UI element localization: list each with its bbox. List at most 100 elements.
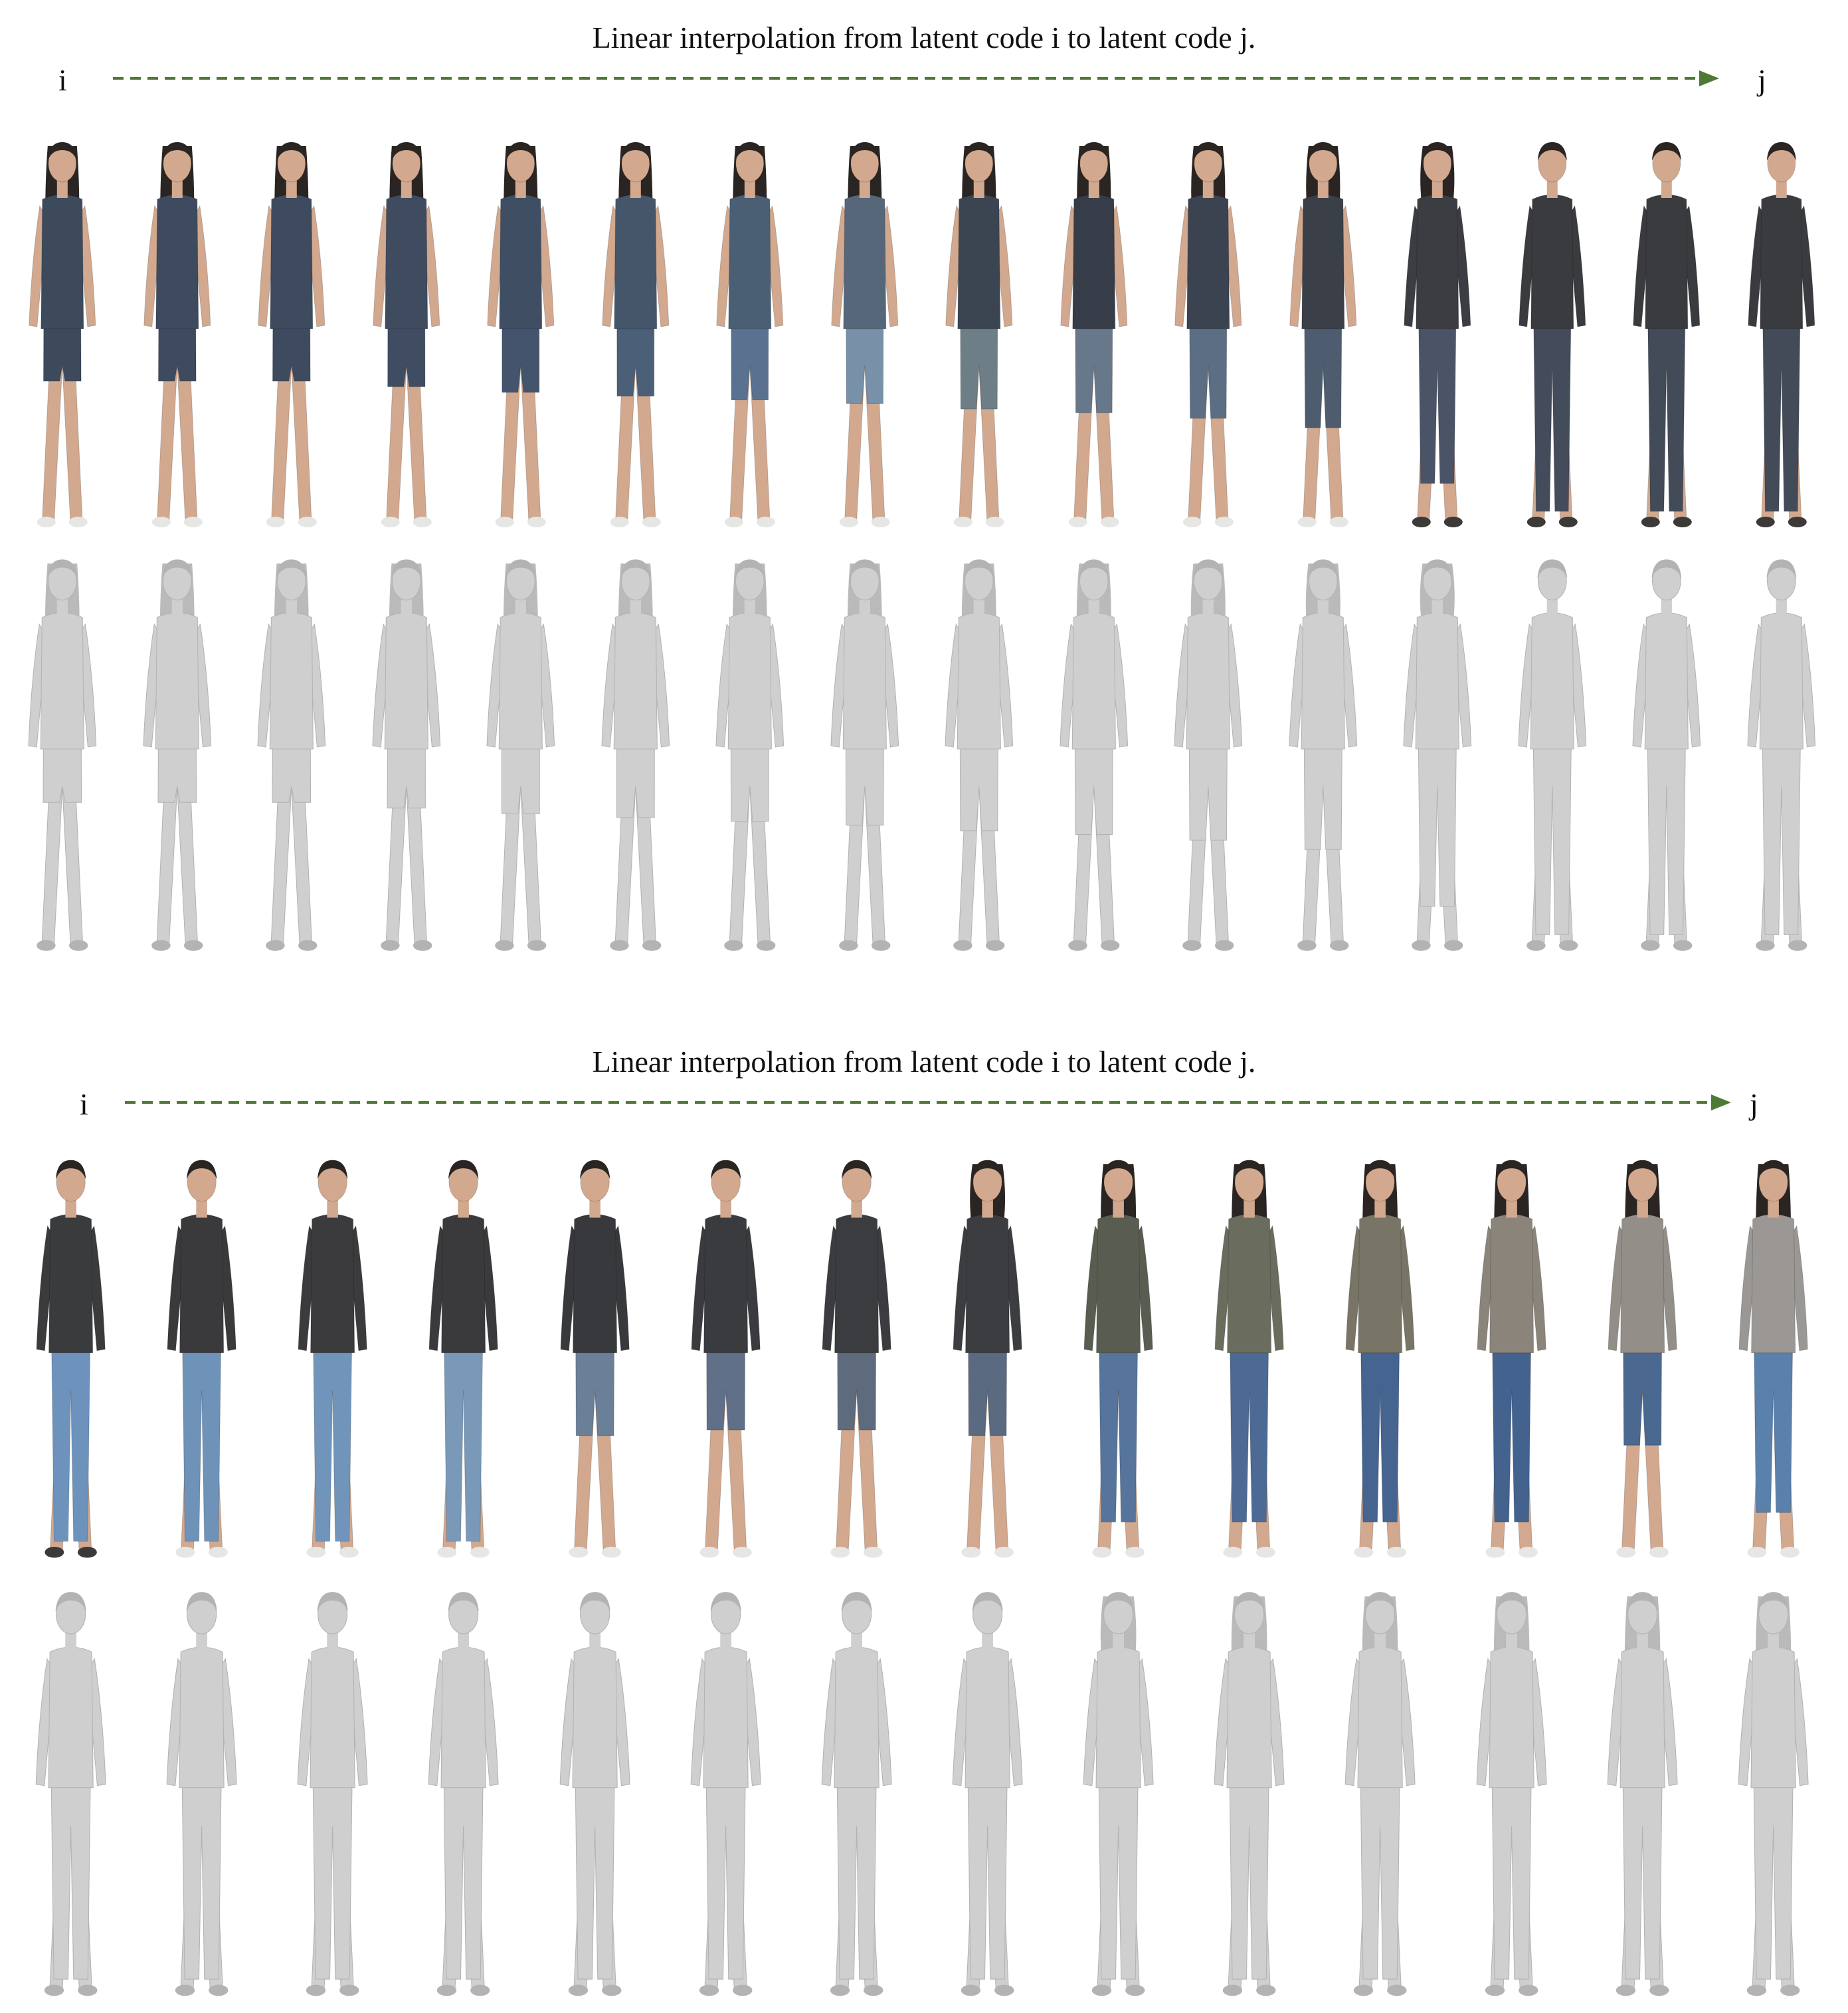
- avatar-figure-icon: [691, 1160, 761, 1558]
- avatar-figure-icon: [298, 1160, 367, 1558]
- rgb-avatar-render: [7, 126, 118, 538]
- geometry-mesh-render: [236, 543, 347, 962]
- mesh-figure-icon: [428, 1592, 499, 1996]
- avatar-figure-icon: [428, 1160, 499, 1558]
- mesh-figure-icon: [28, 559, 97, 951]
- avatar-figure-icon: [953, 1160, 1022, 1558]
- geometry-mesh-render: [1580, 1575, 1705, 2007]
- rgb-avatar-render: [1726, 126, 1837, 538]
- avatar-figure-icon: [1060, 142, 1128, 527]
- geometry-mesh-render: [8, 1575, 134, 2007]
- mesh-figure-icon: [1403, 559, 1472, 951]
- rgb-avatar-render: [1612, 126, 1722, 538]
- rgb-avatar-render: [1186, 1144, 1312, 1569]
- mesh-figure-icon: [1214, 1592, 1285, 1996]
- geometry-mesh-render: [1497, 543, 1608, 962]
- rgb-avatar-render: [794, 1144, 919, 1569]
- rgb-avatar-render: [236, 126, 347, 538]
- rgb-avatar-render: [1580, 1144, 1705, 1569]
- avatar-figure-icon: [487, 142, 555, 527]
- rgb-avatar-render: [466, 126, 576, 538]
- geometry-mesh-render: [695, 543, 805, 962]
- mesh-figure-icon: [715, 559, 785, 951]
- dashed-arrow-icon: [113, 70, 1719, 86]
- rgb-avatar-render: [925, 1144, 1050, 1569]
- geometry-mesh-render: [1382, 543, 1493, 962]
- geometry-mesh-render: [351, 543, 462, 962]
- avatar-figure-icon: [1345, 1160, 1416, 1558]
- mesh-figure-icon: [486, 559, 555, 951]
- geometry-mesh-render: [1710, 1575, 1836, 2007]
- avatar-figure-icon: [1174, 142, 1242, 527]
- geometry-mesh-render: [1186, 1575, 1312, 2007]
- rgb-avatar-render: [1497, 126, 1608, 538]
- geometry-mesh-render: [581, 543, 691, 962]
- avatar-figure-icon: [143, 142, 211, 527]
- avatar-figure-icon: [1738, 1160, 1808, 1558]
- rgb-avatar-render: [139, 1144, 264, 1569]
- interpolation-panel-2: Linear interpolation from latent code i …: [0, 1029, 1848, 2013]
- geometry-mesh-render: [1153, 543, 1263, 962]
- rgb-avatar-render: [401, 1144, 526, 1569]
- mesh-figure-icon: [166, 1592, 237, 1996]
- mesh-figure-icon: [830, 559, 899, 951]
- avatar-figure-icon: [258, 142, 325, 527]
- mesh-figure-icon: [1747, 559, 1816, 951]
- panel-2-interpolation-arrow: [125, 1088, 1732, 1117]
- mesh-figure-icon: [945, 559, 1014, 951]
- avatar-figure-icon: [559, 1160, 630, 1558]
- interpolation-panel-1: Linear interpolation from latent code i …: [0, 0, 1848, 970]
- mesh-figure-icon: [1289, 559, 1358, 951]
- geometry-mesh-render: [122, 543, 232, 962]
- rgb-avatar-render: [924, 126, 1034, 538]
- panel-1-end-label: j: [1758, 63, 1766, 97]
- mesh-figure-icon: [1060, 559, 1129, 951]
- mesh-figure-icon: [1518, 559, 1587, 951]
- geometry-mesh-render: [810, 543, 920, 962]
- mesh-figure-icon: [1607, 1592, 1678, 1996]
- mesh-figure-icon: [690, 1592, 761, 1996]
- avatar-figure-icon: [1748, 142, 1815, 527]
- mesh-figure-icon: [601, 559, 670, 951]
- geometry-mesh-render: [1039, 543, 1149, 962]
- avatar-figure-icon: [602, 142, 670, 527]
- avatar-figure-icon: [167, 1160, 236, 1558]
- rgb-avatar-render: [8, 1144, 134, 1569]
- mesh-figure-icon: [1738, 1592, 1809, 1996]
- avatar-figure-icon: [822, 1160, 891, 1558]
- mesh-figure-icon: [821, 1592, 892, 1996]
- panel-2-rgb-render-row: [0, 1144, 1848, 1569]
- mesh-figure-icon: [952, 1592, 1023, 1996]
- rgb-avatar-render: [1710, 1144, 1836, 1569]
- rgb-avatar-render: [810, 126, 920, 538]
- mesh-figure-icon: [1632, 559, 1701, 951]
- rgb-avatar-render: [1268, 126, 1378, 538]
- geometry-mesh-render: [1612, 543, 1722, 962]
- geometry-mesh-render: [7, 543, 118, 962]
- dashed-arrow-icon: [125, 1094, 1731, 1110]
- geometry-mesh-render: [1056, 1575, 1181, 2007]
- avatar-figure-icon: [29, 142, 96, 527]
- rgb-avatar-render: [1039, 126, 1149, 538]
- rgb-avatar-render: [1382, 126, 1493, 538]
- avatar-figure-icon: [1083, 1160, 1153, 1558]
- rgb-avatar-render: [1317, 1144, 1443, 1569]
- geometry-mesh-render: [924, 543, 1034, 962]
- panel-1-caption: Linear interpolation from latent code i …: [592, 21, 1256, 54]
- avatar-figure-icon: [945, 142, 1013, 527]
- mesh-figure-icon: [257, 559, 326, 951]
- rgb-avatar-render: [1153, 126, 1263, 538]
- panel-2-geometry-mesh-row: [0, 1575, 1848, 2007]
- rgb-avatar-render: [351, 126, 462, 538]
- rgb-avatar-render: [581, 126, 691, 538]
- mesh-figure-icon: [372, 559, 441, 951]
- panel-2-end-label: j: [1750, 1087, 1758, 1121]
- geometry-mesh-render: [139, 1575, 264, 2007]
- mesh-figure-icon: [35, 1592, 106, 1996]
- mesh-figure-icon: [1174, 559, 1243, 951]
- panel-1-start-label: i: [58, 63, 67, 97]
- avatar-figure-icon: [716, 142, 784, 527]
- geometry-mesh-render: [532, 1575, 658, 2007]
- mesh-figure-icon: [297, 1592, 368, 1996]
- mesh-figure-icon: [143, 559, 212, 951]
